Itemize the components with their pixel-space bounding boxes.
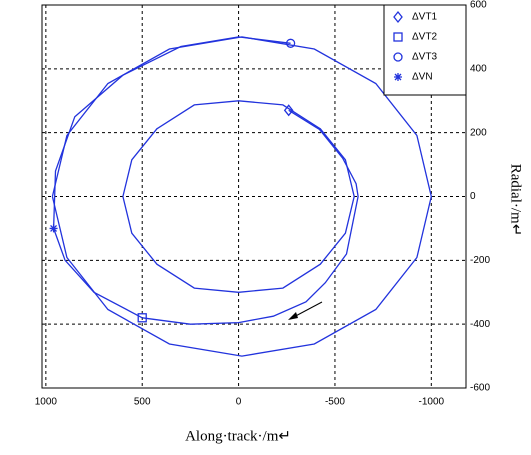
legend-symbol [393, 10, 403, 24]
legend-label: ΔVT2 [412, 32, 437, 43]
x-tick-label: 0 [236, 397, 242, 408]
marker [285, 38, 296, 48]
legend-symbol [393, 32, 403, 42]
marker [137, 313, 147, 323]
x-tick-label: -500 [325, 397, 345, 408]
x-tick-label: -1000 [419, 397, 445, 408]
legend-symbol [394, 73, 402, 81]
arrow-head [288, 312, 298, 320]
marker [49, 224, 58, 233]
legend-label: ΔVT1 [412, 12, 437, 23]
marker [283, 104, 294, 117]
y-axis-label: Radial·/m↵ [508, 164, 524, 237]
x-axis-label: Along·track·/m↵ [185, 428, 291, 444]
y-tick-label: -400 [470, 319, 490, 330]
legend-symbol [393, 52, 403, 62]
legend-label: ΔVN [412, 72, 433, 83]
y-tick-label: 600 [470, 0, 487, 11]
trajectory [122, 100, 355, 293]
legend-label: ΔVT3 [412, 52, 437, 63]
y-tick-label: 200 [470, 127, 487, 138]
y-tick-label: 0 [470, 191, 476, 202]
y-tick-label: 400 [470, 63, 487, 74]
y-tick-label: -200 [470, 255, 490, 266]
trajectory [142, 109, 359, 325]
trajectory [52, 36, 291, 319]
trajectory [51, 36, 432, 357]
x-tick-label: 500 [134, 397, 151, 408]
y-tick-label: -600 [470, 383, 490, 394]
x-tick-label: 1000 [35, 397, 58, 408]
